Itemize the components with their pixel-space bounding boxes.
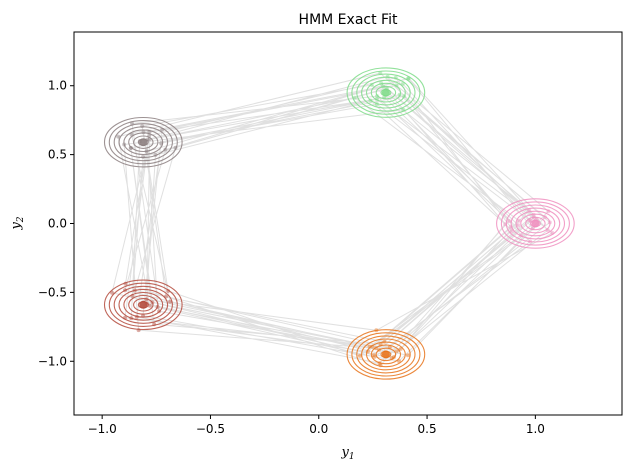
observation-point (116, 134, 121, 139)
observation-point (517, 218, 521, 223)
state-contour-group (496, 198, 575, 249)
observation-point (128, 146, 133, 150)
state-contour-ellipse (123, 129, 164, 156)
state-contour-ellipse (361, 338, 411, 371)
chart-title: HMM Exact Fit (299, 12, 398, 28)
state-contour-ellipse (351, 332, 421, 377)
state-contour-ellipse (128, 294, 159, 315)
state-contour-ellipse (365, 79, 406, 106)
state-contour-group (346, 329, 426, 380)
state-contour-ellipse (370, 344, 402, 365)
observation-point (140, 124, 145, 129)
state-contour-ellipse (520, 213, 551, 234)
state-contour-ellipse (500, 201, 570, 246)
state-contour-group (346, 67, 426, 118)
state-center (139, 138, 148, 147)
state-contour-ellipse (108, 120, 178, 165)
observation-point (394, 349, 399, 354)
y-tick-label: 1.0 (48, 79, 67, 93)
x-tick-label: 0.5 (418, 422, 437, 436)
state-contour-ellipse (103, 279, 183, 331)
y-axis-label: y2 (9, 216, 26, 230)
state-contour-group (103, 279, 183, 331)
state-contour-ellipse (496, 198, 575, 249)
observation-point (367, 344, 372, 349)
state-contour-ellipse (370, 82, 402, 103)
state-center (381, 350, 390, 359)
observation-points (110, 71, 555, 368)
state-contour-ellipse (113, 123, 173, 162)
x-tick-label: 1.0 (526, 422, 545, 436)
y-tick-label: 0.5 (48, 148, 67, 162)
state-contour-ellipse (123, 291, 164, 318)
state-contour-ellipse (356, 335, 416, 374)
observation-point (141, 154, 146, 159)
observation-point (405, 353, 410, 358)
state-contour-ellipse (505, 204, 566, 243)
state-contour-ellipse (375, 347, 397, 362)
state-contour-ellipse (118, 126, 169, 159)
state-contour-group (103, 116, 183, 168)
state-contour-ellipse (128, 132, 159, 153)
state-contour-ellipse (525, 216, 546, 231)
state-contour-ellipse (365, 341, 406, 368)
observation-point (141, 130, 146, 135)
x-tick-label: 0.0 (309, 422, 328, 436)
state-contour-ellipse (133, 298, 154, 312)
observation-point (516, 223, 521, 228)
state-center (531, 219, 540, 228)
trajectory-lines (111, 72, 554, 366)
observation-point (168, 299, 173, 304)
observation-point (385, 74, 390, 79)
state-contour-ellipse (108, 282, 178, 327)
state-contour-ellipse (113, 285, 173, 324)
state-contour-ellipse (103, 116, 183, 168)
state-contour-ellipse (515, 210, 556, 237)
state-center (139, 300, 148, 309)
state-contour-ellipse (351, 70, 421, 115)
observation-point (375, 94, 379, 99)
state-center (381, 88, 390, 97)
state-contours (103, 67, 575, 380)
y-tick-label: −1.0 (38, 354, 67, 368)
state-contour-ellipse (375, 85, 397, 100)
state-contour-ellipse (361, 76, 411, 109)
state-contour-ellipse (133, 135, 154, 149)
trajectory-path (111, 72, 554, 366)
x-axis-label: y1 (340, 445, 354, 462)
y-axis: −1.0 −0.5 0.0 0.5 1.0 (38, 79, 74, 368)
state-contour-ellipse (356, 73, 416, 112)
x-axis: −1.0 −0.5 0.0 0.5 1.0 (88, 415, 545, 436)
y-tick-label: −0.5 (38, 285, 67, 299)
y-tick-label: 0.0 (48, 217, 67, 231)
observation-point (357, 353, 362, 358)
observation-point (371, 353, 376, 357)
state-contour-ellipse (346, 329, 426, 380)
observation-point (507, 219, 511, 223)
observation-point (372, 354, 377, 359)
state-contour-ellipse (510, 207, 561, 240)
observation-point (128, 145, 133, 150)
state-contour-ellipse (118, 288, 169, 321)
x-tick-label: −1.0 (88, 422, 117, 436)
state-contour-ellipse (346, 67, 426, 118)
x-tick-label: −0.5 (196, 422, 225, 436)
